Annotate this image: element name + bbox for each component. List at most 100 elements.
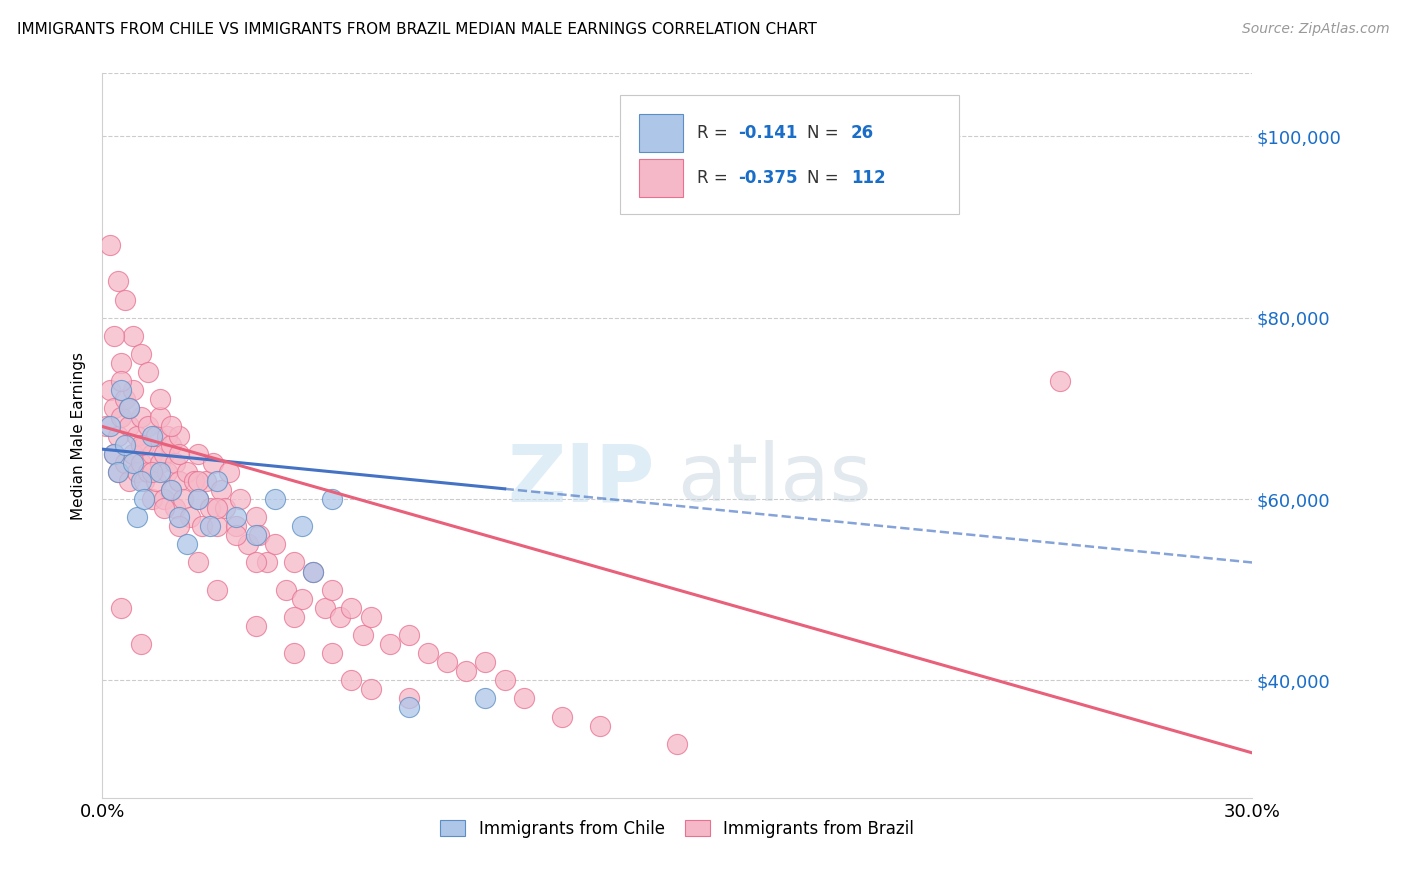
Point xyxy=(340,600,363,615)
Point xyxy=(245,510,267,524)
Point xyxy=(513,691,536,706)
Point xyxy=(245,556,267,570)
Point xyxy=(149,465,172,479)
Point xyxy=(187,491,209,506)
Point xyxy=(179,510,201,524)
Point xyxy=(456,665,478,679)
Text: -0.141: -0.141 xyxy=(738,124,797,142)
Point xyxy=(114,456,136,470)
Point xyxy=(263,537,285,551)
Text: atlas: atlas xyxy=(678,440,872,518)
Point xyxy=(167,447,190,461)
Point xyxy=(218,465,240,479)
Point xyxy=(163,501,186,516)
Point xyxy=(352,628,374,642)
Point xyxy=(187,556,209,570)
Point xyxy=(118,401,141,416)
Point xyxy=(205,519,228,533)
Point xyxy=(98,383,121,397)
Point xyxy=(125,510,148,524)
FancyBboxPatch shape xyxy=(640,160,683,197)
Text: N =: N = xyxy=(807,124,844,142)
Point xyxy=(245,619,267,633)
Point xyxy=(194,474,217,488)
Point xyxy=(360,682,382,697)
Point xyxy=(321,491,343,506)
Point xyxy=(225,519,247,533)
Point xyxy=(110,356,132,370)
Text: -0.375: -0.375 xyxy=(738,169,797,187)
Point xyxy=(321,582,343,597)
Point xyxy=(589,718,612,732)
Point xyxy=(187,447,209,461)
Point xyxy=(494,673,516,688)
Point xyxy=(283,556,305,570)
Point xyxy=(198,501,221,516)
Point xyxy=(136,419,159,434)
Point xyxy=(160,437,183,451)
Point xyxy=(114,392,136,407)
Point xyxy=(256,556,278,570)
Point xyxy=(666,737,689,751)
Text: 26: 26 xyxy=(851,124,875,142)
Point xyxy=(229,491,252,506)
Point xyxy=(202,456,225,470)
Point xyxy=(198,519,221,533)
Point xyxy=(94,419,117,434)
Point xyxy=(145,474,167,488)
Point xyxy=(1049,374,1071,388)
Point xyxy=(141,465,163,479)
FancyBboxPatch shape xyxy=(640,114,683,152)
Point xyxy=(122,329,145,343)
Point xyxy=(314,600,336,615)
Point xyxy=(110,383,132,397)
Text: IMMIGRANTS FROM CHILE VS IMMIGRANTS FROM BRAZIL MEDIAN MALE EARNINGS CORRELATION: IMMIGRANTS FROM CHILE VS IMMIGRANTS FROM… xyxy=(17,22,817,37)
Point xyxy=(122,447,145,461)
Text: 112: 112 xyxy=(851,169,886,187)
Point xyxy=(176,537,198,551)
Point xyxy=(129,347,152,361)
Point xyxy=(141,428,163,442)
Text: ZIP: ZIP xyxy=(508,440,654,518)
Point xyxy=(290,591,312,606)
Point xyxy=(98,419,121,434)
Point xyxy=(205,501,228,516)
Point xyxy=(398,700,420,714)
Point xyxy=(167,474,190,488)
Point xyxy=(129,410,152,425)
Point xyxy=(129,456,152,470)
Point xyxy=(114,293,136,307)
Point xyxy=(209,483,232,497)
Point xyxy=(118,474,141,488)
Point xyxy=(474,655,496,669)
Point xyxy=(167,519,190,533)
Point xyxy=(145,428,167,442)
Point xyxy=(187,491,209,506)
Point xyxy=(134,491,156,506)
FancyBboxPatch shape xyxy=(620,95,959,214)
Point xyxy=(214,501,236,516)
Point xyxy=(152,491,174,506)
Text: R =: R = xyxy=(697,169,733,187)
Point xyxy=(302,565,325,579)
Point xyxy=(245,528,267,542)
Point xyxy=(129,637,152,651)
Point xyxy=(474,691,496,706)
Point xyxy=(183,474,205,488)
Point xyxy=(141,491,163,506)
Point xyxy=(107,465,129,479)
Point xyxy=(134,474,156,488)
Point xyxy=(302,565,325,579)
Point xyxy=(156,428,179,442)
Point xyxy=(167,510,190,524)
Point xyxy=(149,392,172,407)
Point xyxy=(103,447,125,461)
Point xyxy=(436,655,458,669)
Point xyxy=(125,465,148,479)
Point xyxy=(156,465,179,479)
Point xyxy=(103,329,125,343)
Point xyxy=(329,610,352,624)
Point xyxy=(129,437,152,451)
Point xyxy=(136,465,159,479)
Point xyxy=(167,428,190,442)
